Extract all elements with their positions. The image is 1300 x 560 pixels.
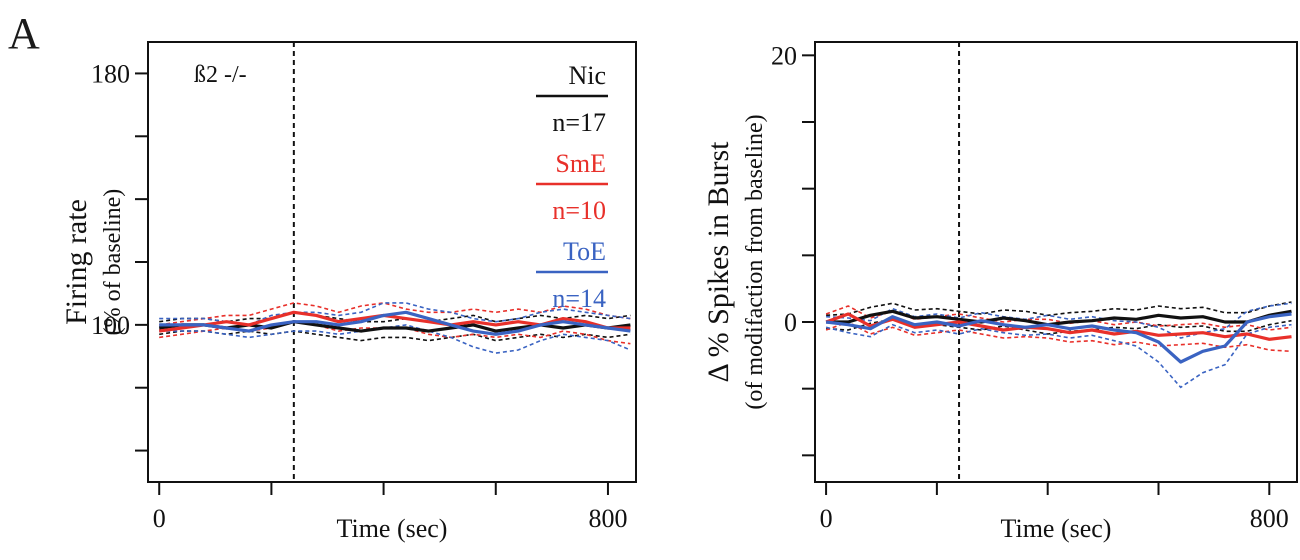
panel-label: A <box>8 9 40 58</box>
series-upper-bound <box>825 305 1292 331</box>
series-lower-bound <box>825 321 1292 353</box>
x-axis-label: Time (sec) <box>337 514 448 543</box>
firing-rate-chart: 100 180 0 800 Time (sec) Firing rate (% of bas… <box>60 41 637 543</box>
y-tick-label: 100 <box>91 311 130 340</box>
series-lower-bound <box>825 323 1292 389</box>
series-upper-bound <box>826 302 1292 339</box>
series-mean-line <box>159 310 631 336</box>
legend-series-name: ToE <box>563 237 606 266</box>
legend-n-count: n=10 <box>552 196 606 225</box>
series-mean-line <box>825 312 1292 364</box>
x-axis-label: Time (sec) <box>1001 514 1112 543</box>
y-tick-label: 180 <box>91 59 130 88</box>
y-axis-sublabel: (of modifaction from baseline) <box>742 114 768 409</box>
y-tick-label: 20 <box>771 41 797 70</box>
plot-frame <box>814 41 1298 483</box>
series-upper-bound <box>826 301 1292 317</box>
y-axis-label: Firing rate <box>60 199 93 325</box>
y-tick-label: 0 <box>784 308 797 337</box>
series-lower-bound <box>159 330 631 342</box>
x-tick-label: 0 <box>820 504 833 533</box>
y-axis-sublabel: (% of baseline) <box>100 189 126 336</box>
legend-series-name: SmE <box>555 149 606 178</box>
x-tick-label: 0 <box>153 504 166 533</box>
series-lower-bound <box>159 324 631 354</box>
series-upper-bound <box>159 311 631 323</box>
x-tick-label: 800 <box>588 504 627 533</box>
series-mean-line <box>158 320 631 333</box>
legend-n-count: n=17 <box>552 108 606 137</box>
y-axis-label: Δ % Spikes in Burst <box>702 141 735 383</box>
legend-series-name: Nic <box>568 61 606 90</box>
series-mean-line <box>826 309 1292 327</box>
series-mean-line <box>825 312 1292 341</box>
genotype-annotation: ß2 -/- <box>194 62 247 88</box>
series-upper-bound <box>159 302 631 326</box>
x-tick-label: 800 <box>1250 504 1289 533</box>
legend-n-count: n=14 <box>552 284 606 313</box>
